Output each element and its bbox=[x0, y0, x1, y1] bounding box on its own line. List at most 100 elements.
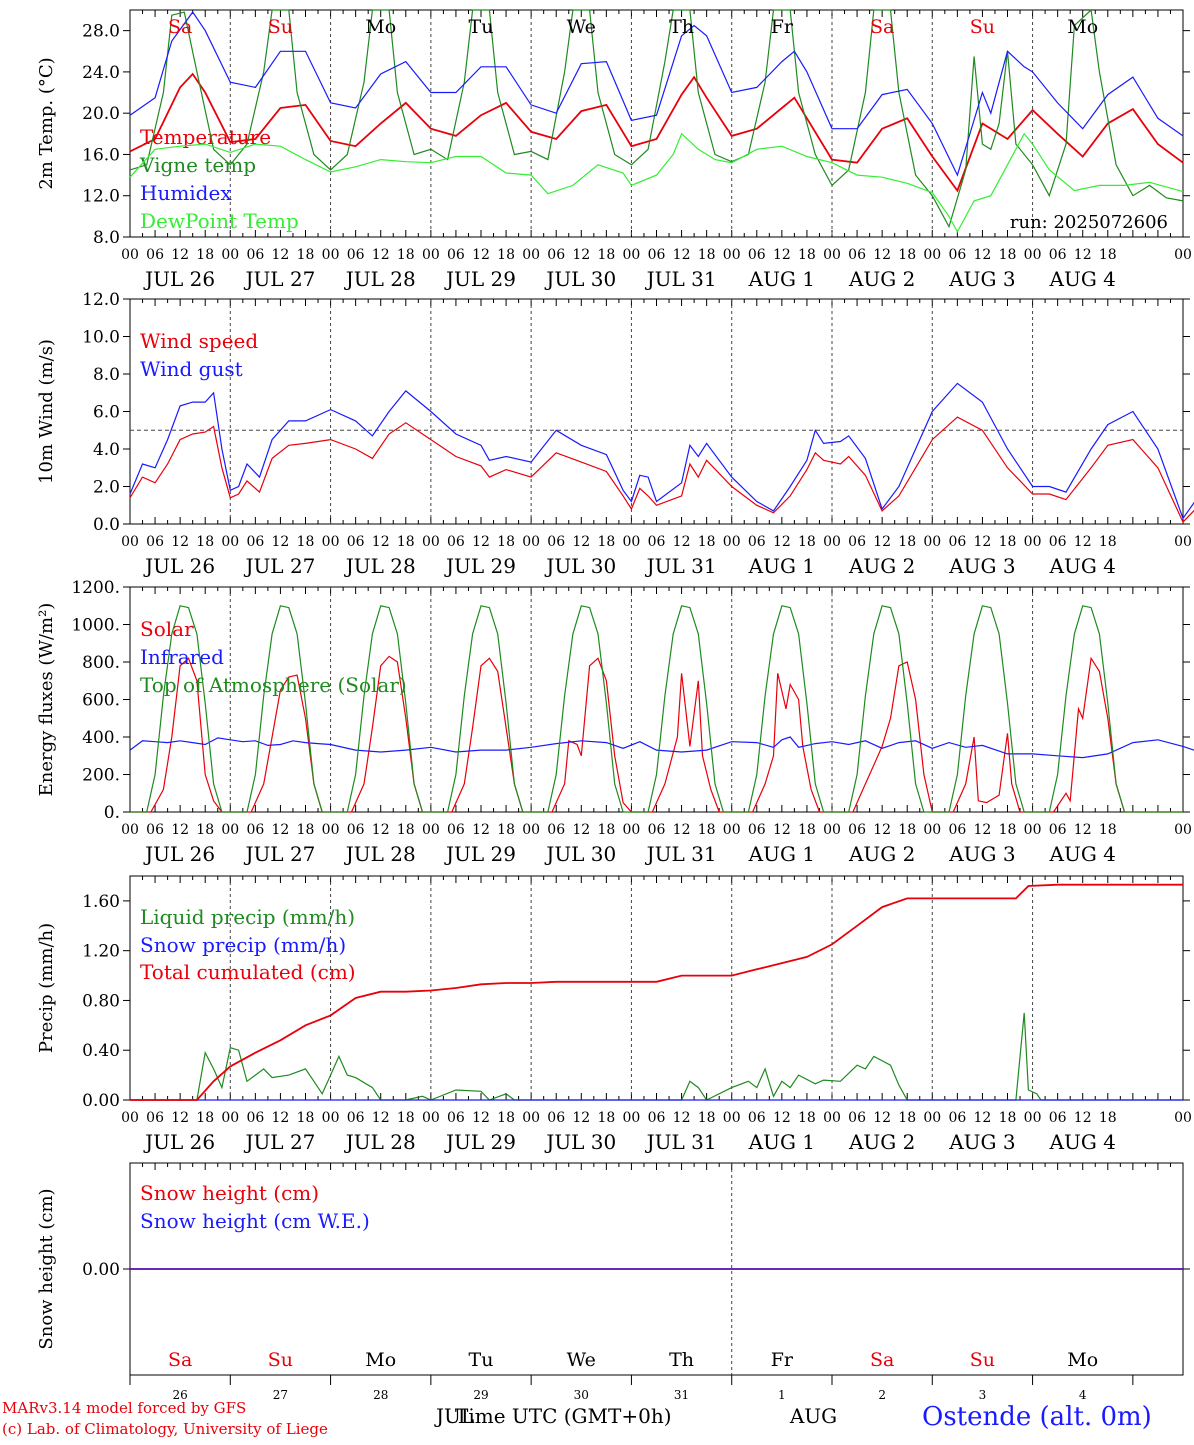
hour-tick-label: 00 bbox=[823, 247, 841, 263]
hour-tick-label: 18 bbox=[597, 822, 615, 838]
hour-tick-label: 06 bbox=[848, 247, 866, 263]
hour-tick-label: 12 bbox=[873, 534, 891, 550]
y-tick-label: 0.0 bbox=[93, 515, 120, 535]
hour-tick-label: 06 bbox=[648, 534, 666, 550]
day-name-top: Mo bbox=[1067, 16, 1098, 38]
hour-tick-label: 00 bbox=[422, 534, 440, 550]
hour-tick-label: 06 bbox=[447, 534, 465, 550]
date-label: JUL 31 bbox=[645, 267, 717, 291]
date-label: JUL 26 bbox=[143, 554, 215, 578]
hour-tick-label: 06 bbox=[648, 247, 666, 263]
lab-credit: (c) Lab. of Climatology, University of L… bbox=[2, 1420, 328, 1438]
hour-tick-label: 06 bbox=[748, 534, 766, 550]
date-label: JUL 30 bbox=[544, 1130, 616, 1154]
y-tick-label: 12.0 bbox=[82, 187, 120, 207]
y-axis-label: Precip (mm/h) bbox=[36, 923, 57, 1053]
day-name-bottom: Th bbox=[669, 1349, 694, 1371]
hour-tick-label: 18 bbox=[1099, 534, 1117, 550]
hour-tick-label: 12 bbox=[472, 1110, 490, 1126]
date-label: AUG 4 bbox=[1049, 267, 1116, 291]
day-name-bottom: Mo bbox=[365, 1349, 396, 1371]
hour-tick-label: 06 bbox=[146, 1110, 164, 1126]
hour-tick-label: 12 bbox=[673, 247, 691, 263]
date-label: JUL 27 bbox=[243, 267, 315, 291]
hour-tick-label: 18 bbox=[597, 247, 615, 263]
date-label: AUG 2 bbox=[848, 554, 915, 578]
hour-tick-label: 18 bbox=[698, 534, 716, 550]
hour-tick-label: 06 bbox=[547, 247, 565, 263]
day-name-bottom: Su bbox=[268, 1349, 293, 1371]
hour-tick-label: 12 bbox=[974, 534, 992, 550]
hour-tick-label: 00 bbox=[221, 822, 239, 838]
hour-tick-label: 00 bbox=[121, 822, 139, 838]
legend-entry: Vigne temp bbox=[139, 153, 256, 177]
date-label: JUL 27 bbox=[243, 842, 315, 866]
hour-tick-label: 06 bbox=[648, 1110, 666, 1126]
date-label: JUL 28 bbox=[344, 554, 416, 578]
hour-tick-label: 12 bbox=[1074, 822, 1092, 838]
hour-tick-label: 06 bbox=[246, 247, 264, 263]
day-name-bottom: Mo bbox=[1067, 1349, 1098, 1371]
y-tick-label: 8.0 bbox=[93, 228, 120, 248]
y-tick-label: 200. bbox=[82, 766, 120, 786]
hour-tick-label: 06 bbox=[347, 822, 365, 838]
date-label: AUG 4 bbox=[1049, 842, 1116, 866]
hour-tick-label: 00 bbox=[322, 822, 340, 838]
hour-tick-label: 18 bbox=[698, 247, 716, 263]
hour-tick-label: 18 bbox=[497, 822, 515, 838]
day-number-label: 31 bbox=[674, 1388, 689, 1402]
y-tick-label: 0.00 bbox=[82, 1260, 120, 1280]
hour-tick-label: 00 bbox=[923, 1110, 941, 1126]
y-tick-label: 20.0 bbox=[82, 104, 120, 124]
hour-tick-label: 18 bbox=[397, 534, 415, 550]
hour-tick-label: 18 bbox=[898, 1110, 916, 1126]
y-tick-label: 0. bbox=[104, 803, 120, 823]
hour-tick-label: 12 bbox=[171, 247, 189, 263]
hour-tick-label: 18 bbox=[196, 822, 214, 838]
y-tick-label: 400. bbox=[82, 728, 120, 748]
hour-tick-label: 18 bbox=[1099, 1110, 1117, 1126]
hour-tick-label: 12 bbox=[171, 534, 189, 550]
hour-tick-label: 00 bbox=[422, 1110, 440, 1126]
hour-tick-label: 12 bbox=[773, 1110, 791, 1126]
hour-tick-label: 00 bbox=[1024, 1110, 1042, 1126]
series-line-total-cumulated-cm- bbox=[130, 883, 1183, 1101]
x-axis-label: Time UTC (GMT+0h) bbox=[455, 1404, 672, 1428]
series-line-liquid-precip-mm-h- bbox=[130, 1012, 1183, 1101]
date-label: JUL 28 bbox=[344, 842, 416, 866]
hour-tick-label: 18 bbox=[1099, 822, 1117, 838]
day-name-bottom: Sa bbox=[870, 1349, 894, 1371]
hour-tick-label: 00 bbox=[1174, 534, 1192, 550]
date-label: JUL 31 bbox=[645, 1130, 717, 1154]
date-label: JUL 26 bbox=[143, 267, 215, 291]
legend-entry: DewPoint Temp bbox=[140, 209, 299, 233]
hour-tick-label: 12 bbox=[472, 534, 490, 550]
legend-entry: Wind speed bbox=[140, 329, 258, 353]
station-label: Ostende (alt. 0m) bbox=[922, 1402, 1152, 1432]
month-label-right: AUG bbox=[789, 1404, 837, 1428]
hour-tick-label: 00 bbox=[522, 534, 540, 550]
hour-tick-label: 18 bbox=[397, 247, 415, 263]
day-name-top: Su bbox=[268, 16, 293, 38]
hour-tick-label: 18 bbox=[397, 1110, 415, 1126]
hour-tick-label: 00 bbox=[322, 534, 340, 550]
hour-tick-label: 12 bbox=[673, 822, 691, 838]
date-label: JUL 26 bbox=[143, 1130, 215, 1154]
hour-tick-label: 18 bbox=[999, 1110, 1017, 1126]
date-label: JUL 31 bbox=[645, 842, 717, 866]
hour-tick-label: 18 bbox=[798, 822, 816, 838]
date-label: AUG 2 bbox=[848, 267, 915, 291]
hour-tick-label: 18 bbox=[497, 534, 515, 550]
hour-tick-label: 06 bbox=[246, 1110, 264, 1126]
hour-tick-label: 18 bbox=[898, 534, 916, 550]
hour-tick-label: 12 bbox=[572, 1110, 590, 1126]
date-label: JUL 30 bbox=[544, 267, 616, 291]
hour-tick-label: 00 bbox=[522, 247, 540, 263]
hour-tick-label: 18 bbox=[297, 247, 315, 263]
hour-tick-label: 06 bbox=[948, 534, 966, 550]
hour-tick-label: 18 bbox=[898, 247, 916, 263]
hour-tick-label: 18 bbox=[1099, 247, 1117, 263]
legend-entry: Liquid precip (mm/h) bbox=[140, 905, 355, 929]
series-line-temperature bbox=[129, 72, 1184, 193]
hour-tick-label: 12 bbox=[572, 534, 590, 550]
